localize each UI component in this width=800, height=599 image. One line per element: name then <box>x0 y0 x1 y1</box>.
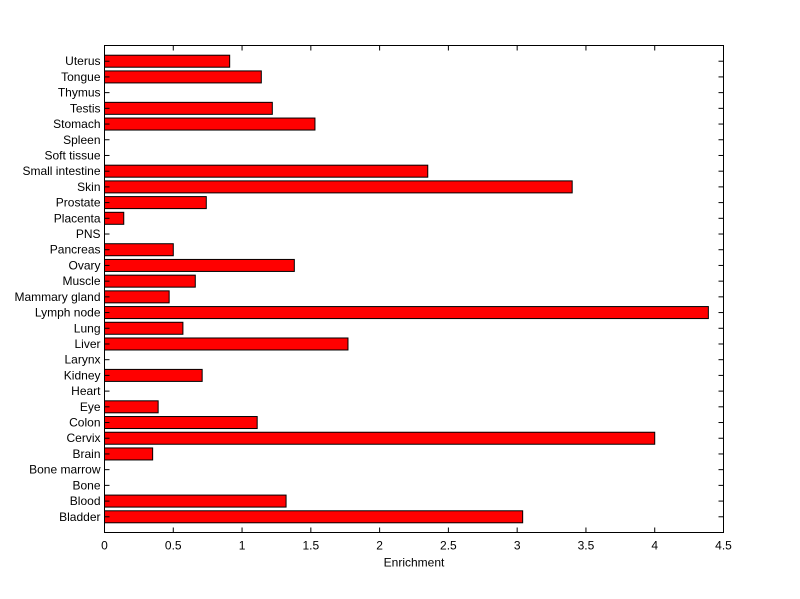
bar-muscle <box>104 274 196 288</box>
bar-brain <box>104 447 154 461</box>
plot-frame <box>104 45 724 533</box>
y-tick-label: Pancreas <box>50 243 101 257</box>
bar-stomach <box>104 117 316 131</box>
x-axis-label: Enrichment <box>384 556 445 570</box>
bar-blood <box>104 494 287 508</box>
y-tick-label: Mammary gland <box>14 290 100 304</box>
y-tick-label: Heart <box>71 384 101 398</box>
y-tick-label: Colon <box>69 416 100 430</box>
x-tick-label: 0 <box>101 539 108 553</box>
y-tick-label: Skin <box>77 180 100 194</box>
y-tick-label: Muscle <box>62 274 100 288</box>
x-tick-label: 2.5 <box>440 539 457 553</box>
y-tick-label: Lung <box>74 321 101 335</box>
y-tick-label: Thymus <box>58 86 101 100</box>
y-tick-label: Larynx <box>64 353 100 367</box>
y-tick-label: Stomach <box>53 117 100 131</box>
bar-small-intestine <box>104 164 429 178</box>
y-tick-label: Bladder <box>59 510 100 524</box>
y-tick-label: Bone marrow <box>29 463 101 477</box>
y-tick-label: Bone <box>72 478 100 492</box>
y-tick-label: Soft tissue <box>44 148 100 162</box>
y-tick-label: Eye <box>80 400 101 414</box>
bar-liver <box>104 337 349 351</box>
x-tick-label: 2 <box>376 539 383 553</box>
bar-eye <box>104 400 159 414</box>
y-tick-label: Blood <box>70 494 101 508</box>
y-tick-label: Brain <box>72 447 100 461</box>
x-tick-label: 4.5 <box>715 539 732 553</box>
bar-cervix <box>104 431 656 445</box>
y-tick-label: Kidney <box>64 368 101 382</box>
y-tick-label: PNS <box>76 227 101 241</box>
y-tick-label: Prostate <box>56 196 101 210</box>
y-tick-label: Ovary <box>68 258 100 272</box>
x-axis-ticks: 0 0.5 1 1.5 2 2.5 3 3.5 4 4.5 <box>101 45 732 553</box>
x-tick-label: 1.5 <box>302 539 319 553</box>
y-tick-label: Cervix <box>66 431 100 445</box>
y-tick-label: Lymph node <box>35 306 101 320</box>
bar-testis <box>104 101 273 115</box>
x-tick-label: 3 <box>514 539 521 553</box>
bar-bladder <box>104 510 524 524</box>
bar-prostate <box>104 196 207 210</box>
y-tick-label: Placenta <box>54 211 101 225</box>
x-tick-label: 0.5 <box>165 539 182 553</box>
bar-uterus <box>104 54 231 68</box>
bar-ovary <box>104 258 295 272</box>
y-tick-label: Liver <box>74 337 100 351</box>
bar-kidney <box>104 368 203 382</box>
y-tick-label: Small intestine <box>22 164 100 178</box>
y-tick-label: Uterus <box>65 54 100 68</box>
x-tick-label: 3.5 <box>578 539 595 553</box>
bar-lymph-node <box>104 306 709 320</box>
bar-pancreas <box>104 243 174 257</box>
y-tick-label: Spleen <box>63 133 100 147</box>
bar-colon <box>104 416 258 430</box>
bar-lung <box>104 321 184 335</box>
bars-layer <box>104 54 709 524</box>
bar-mammary-gland <box>104 290 170 304</box>
x-tick-label: 4 <box>651 539 658 553</box>
y-tick-label: Testis <box>70 101 101 115</box>
bar-skin <box>104 180 573 194</box>
bar-tongue <box>104 70 262 84</box>
y-tick-label: Tongue <box>61 70 101 84</box>
x-tick-label: 1 <box>239 539 246 553</box>
